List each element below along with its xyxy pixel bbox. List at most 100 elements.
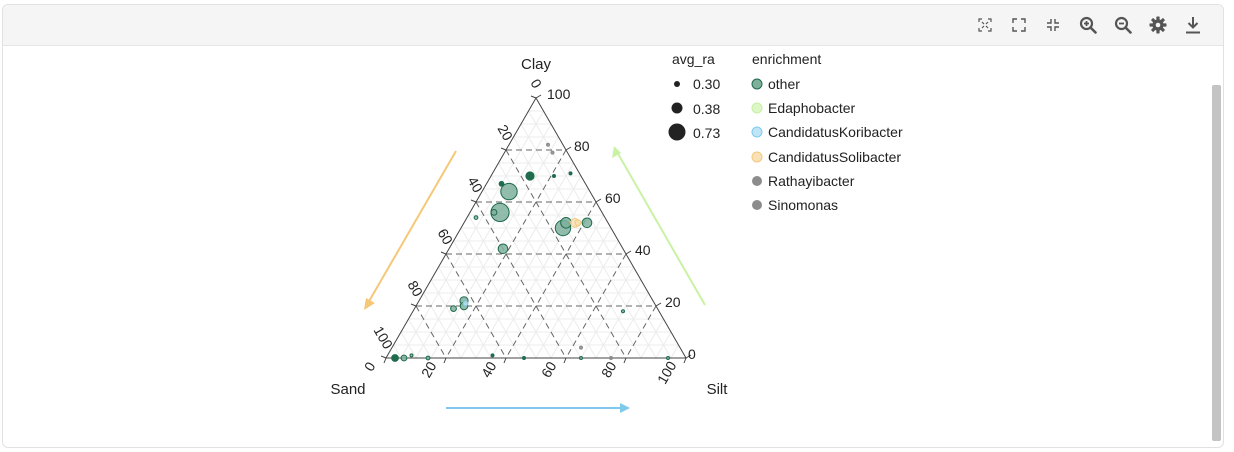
silt-tick-100: 100 — [654, 358, 680, 386]
silt-tick-mark — [383, 357, 387, 364]
data-point-other — [621, 309, 625, 314]
data-point-other — [409, 353, 414, 358]
legend-marker-candidatuskoribacter — [751, 126, 763, 138]
sand-tick-40: 40 — [635, 242, 651, 258]
silt-gridline — [490, 188, 589, 359]
settings-icon[interactable] — [1146, 13, 1170, 37]
sand-tick-20: 20 — [665, 294, 681, 310]
sand-tick-mark — [535, 94, 542, 99]
color-legend: enrichment other Edaphobacter Candidatus… — [751, 51, 903, 213]
tick-marks — [380, 94, 692, 364]
data-point-other — [497, 243, 509, 255]
silt-direction-arrow — [446, 403, 630, 413]
data-point-other — [490, 209, 498, 216]
silt-tick-mark — [623, 357, 627, 364]
ternary-grid — [393, 110, 679, 359]
data-point-other — [552, 174, 556, 178]
vertical-scrollbar[interactable] — [1212, 85, 1221, 441]
silt-gridline — [535, 227, 612, 359]
clay-tick-mark — [380, 355, 387, 359]
data-points — [391, 142, 670, 362]
legend-marker-sinomonas — [752, 200, 762, 210]
data-point-other — [579, 356, 583, 360]
data-point-sinomonas — [546, 142, 550, 147]
size-legend-marker-2 — [668, 123, 686, 141]
sand-tick-80: 80 — [574, 138, 590, 154]
size-legend-label-1: 0.38 — [693, 101, 720, 117]
color-legend-title: enrichment — [752, 51, 821, 67]
zoom-in-icon[interactable] — [1076, 13, 1100, 37]
legend-label-candidatuskoribacter: CandidatusKoribacter — [768, 124, 903, 140]
size-legend-title: avg_ra — [672, 51, 715, 67]
sand-tick-mark — [625, 250, 632, 255]
size-legend-label-0: 0.30 — [693, 76, 720, 92]
clay-tick-mark — [500, 147, 507, 151]
data-point-candidatussolibacter — [574, 219, 582, 227]
legend-item-edaphobacter[interactable]: Edaphobacter — [751, 100, 856, 116]
sand-gridline — [528, 110, 672, 359]
silt-tick-mark — [503, 357, 507, 364]
silt-tick-mark — [563, 357, 567, 364]
data-point-other — [666, 356, 670, 360]
size-legend: avg_ra 0.30 0.38 0.73 — [668, 51, 720, 141]
major-gridlines — [415, 149, 657, 359]
data-point-other — [522, 356, 526, 360]
ternary-frame — [385, 96, 687, 359]
clay-direction-arrow — [612, 146, 706, 306]
data-point-other — [568, 171, 573, 176]
silt-tick-80: 80 — [598, 359, 620, 381]
data-point-other — [425, 355, 431, 361]
plot-container — [2, 4, 1224, 448]
clay-tick-mark — [410, 303, 417, 307]
sand-tick-mark — [655, 302, 662, 307]
legend-marker-candidatussolibacter — [751, 151, 763, 163]
sand-tick-mark — [595, 198, 602, 203]
clay-tick-mark — [440, 251, 447, 255]
size-legend-marker-1 — [671, 102, 683, 114]
silt-gridline — [430, 136, 559, 359]
data-point-other — [498, 180, 505, 187]
sand-axis-label: Sand — [330, 381, 365, 398]
size-legend-marker-0 — [674, 81, 680, 87]
legend-item-candidatuskoribacter[interactable]: CandidatusKoribacter — [751, 124, 903, 140]
silt-tick-mark — [443, 357, 447, 364]
silt-gridline — [505, 201, 597, 359]
legend-item-other[interactable]: other — [751, 76, 800, 92]
sand-gridline — [468, 214, 552, 359]
zoom-out-icon[interactable] — [1111, 13, 1135, 37]
silt-gridline — [400, 110, 544, 359]
silt-tick-0: 0 — [361, 359, 379, 374]
sand-gridline — [445, 253, 507, 359]
reset-axes-icon[interactable] — [973, 13, 997, 37]
sand-gridline — [498, 162, 612, 359]
silt-gridline — [565, 253, 627, 359]
plot-toolbar — [3, 5, 1223, 46]
sand-gridline — [513, 136, 642, 359]
legend-label-edaphobacter: Edaphobacter — [768, 100, 856, 116]
legend-item-sinomonas[interactable]: Sinomonas — [752, 197, 838, 213]
sand-direction-arrow — [364, 150, 457, 310]
legend-marker-other — [751, 78, 763, 90]
silt-tick-20: 20 — [418, 359, 440, 381]
data-point-candidatuskoribacter — [462, 300, 469, 307]
download-icon[interactable] — [1181, 13, 1205, 37]
fullscreen-icon[interactable] — [1007, 13, 1031, 37]
silt-tick-mark — [683, 357, 687, 364]
exit-fullscreen-icon[interactable] — [1041, 13, 1065, 37]
legend-item-candidatussolibacter[interactable]: CandidatusSolibacter — [751, 149, 901, 165]
data-point-rathayibacter — [609, 356, 613, 360]
size-legend-label-2: 0.73 — [693, 125, 720, 141]
silt-axis-label: Silt — [707, 381, 729, 398]
silt-gridline — [610, 292, 649, 359]
legend-item-rathayibacter[interactable]: Rathayibacter — [752, 173, 855, 189]
clay-tick-mark — [530, 95, 537, 99]
legend-label-rathayibacter: Rathayibacter — [768, 173, 855, 189]
clay-axis-label: Clay — [521, 56, 552, 73]
silt-gridline — [550, 240, 619, 359]
silt-tick-60: 60 — [538, 359, 560, 381]
clay-tick-20: 20 — [495, 122, 517, 144]
legend-label-other: other — [768, 76, 800, 92]
sand-gridline — [438, 266, 492, 359]
silt-gridline — [655, 331, 672, 359]
